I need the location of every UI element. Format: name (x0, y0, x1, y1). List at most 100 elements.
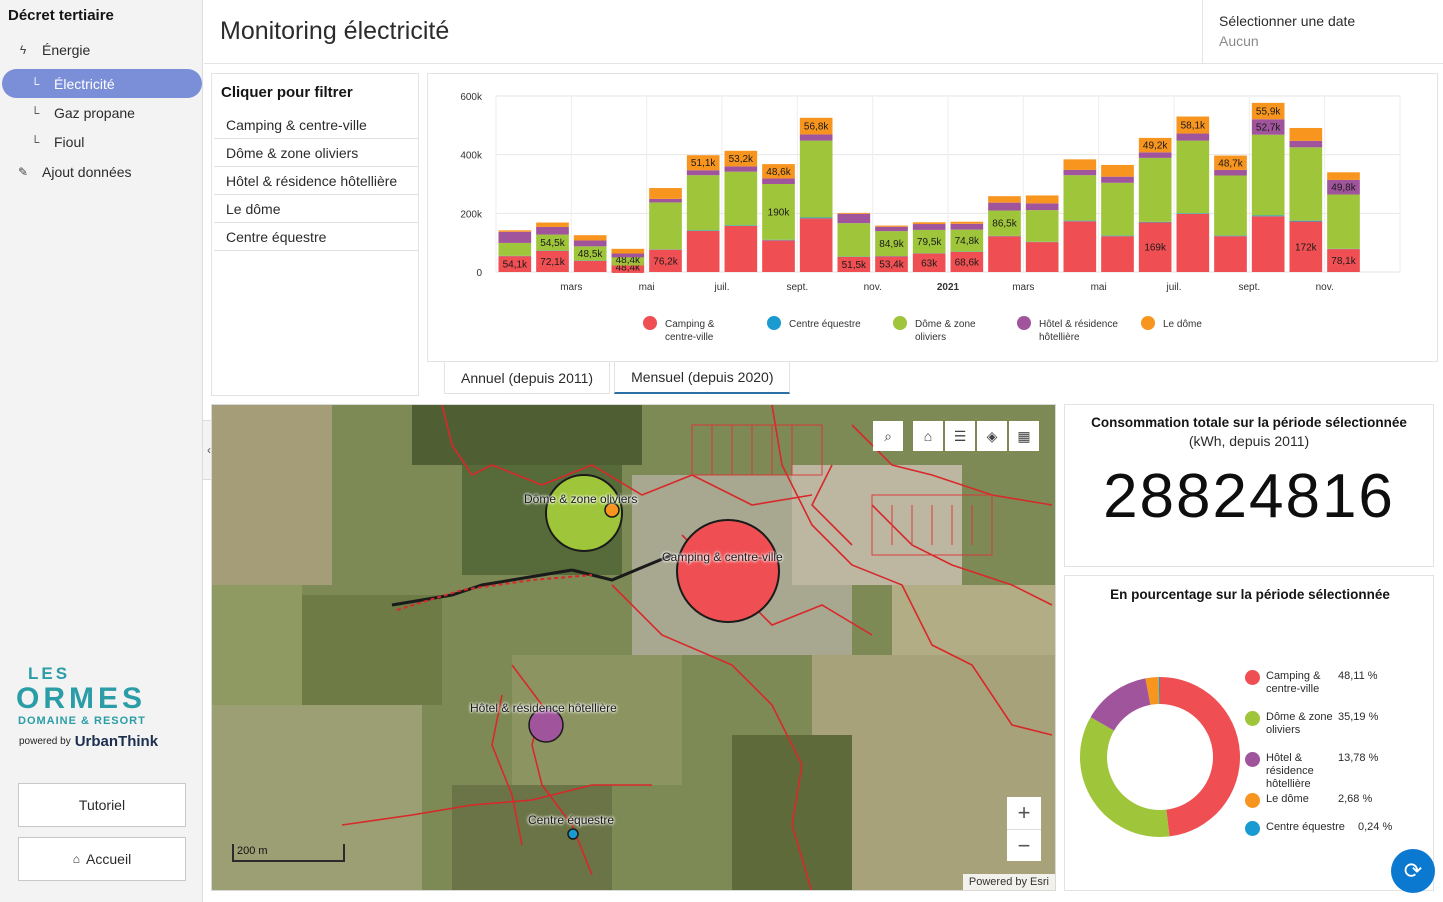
sub-item-icon: └ (30, 134, 40, 149)
bar-segment-hotel (1101, 176, 1134, 183)
map-point-equestre (567, 828, 579, 840)
refresh-button[interactable]: ⟳ (1391, 849, 1435, 893)
bar-segment-hotel (498, 231, 532, 243)
bar-segment-le-dome (837, 212, 871, 214)
filter-item-dome-oliviers[interactable]: Dôme & zone oliviers (214, 139, 418, 167)
tutorial-button[interactable]: Tutoriel (18, 783, 186, 827)
pie-legend-item[interactable]: Hôtel & résidence hôtellière 13,78 % (1245, 752, 1425, 791)
logo-line2: ORMES (16, 682, 147, 715)
data-label-bg (536, 235, 569, 249)
donut-slice-equestre[interactable] (1158, 677, 1160, 705)
bar-segment-dome-oliviers (1025, 210, 1059, 242)
data-label: 63k (921, 258, 938, 269)
legend-list-icon[interactable]: ☰ (945, 421, 975, 451)
map-point-hotel (528, 707, 564, 743)
layers-icon[interactable]: ◈ (977, 421, 1007, 451)
date-label: Sélectionner une date (1219, 13, 1356, 29)
filter-title: Cliquer pour filtrer (221, 84, 353, 101)
data-label-bg (536, 254, 569, 268)
data-label: 68,6k (955, 257, 980, 268)
bar-segment-dome-oliviers (1327, 194, 1360, 249)
bar-segment-camping (1251, 216, 1285, 272)
bar-segment-hotel (536, 226, 569, 235)
bar-segment-dome-oliviers (837, 223, 871, 257)
pie-legend-item[interactable]: Camping & centre-ville 48,11 % (1245, 670, 1425, 696)
sub-item-icon: └ (30, 105, 40, 120)
bar-segment-hotel (1176, 133, 1210, 141)
pie-legend-label: Dôme & zone oliviers (1266, 711, 1333, 736)
filter-item-equestre[interactable]: Centre équestre (214, 223, 418, 251)
filter-item-hotel[interactable]: Hôtel & résidence hôtellière (214, 167, 418, 195)
data-label: 86,5k (992, 219, 1017, 230)
donut-slice-dome-oliviers[interactable] (1080, 717, 1170, 837)
nav-electricite[interactable]: └ Électricité (2, 69, 202, 98)
legend-label: Hôtel & résidence (1039, 319, 1118, 330)
bar-segment-dome-oliviers (724, 171, 758, 226)
data-label: 190k (768, 207, 791, 218)
legend-label: hôtellière (1039, 332, 1080, 343)
pie-legend-item[interactable]: Dôme & zone oliviers 35,19 % (1245, 711, 1425, 737)
map-point-le-dome (604, 502, 620, 518)
page-title: Monitoring électricité (220, 17, 450, 45)
search-icon[interactable]: ⌕ (873, 421, 903, 451)
data-label: 53,4k (879, 260, 904, 271)
pie-legend-item[interactable]: Le dôme 2,68 % (1245, 793, 1425, 808)
nav-fioul[interactable]: └ Fioul (2, 127, 202, 156)
bar-segment-hotel (950, 223, 984, 230)
data-label-bg (1139, 138, 1172, 152)
legend-label: Centre équestre (789, 319, 861, 330)
date-selector[interactable]: Sélectionner une date Aucun (1202, 0, 1443, 64)
nav-gaz-propane[interactable]: └ Gaz propane (2, 98, 202, 127)
filter-panel: Cliquer pour filtrer Camping & centre-vi… (211, 73, 419, 396)
legend-swatch (767, 316, 781, 330)
tab-annuel[interactable]: Annuel (depuis 2011) (444, 362, 611, 394)
nav-label: Énergie (42, 41, 91, 58)
bar-segment-dome-oliviers (1251, 134, 1285, 216)
y-tick-label: 0 (476, 268, 482, 279)
date-value: Aucun (1219, 33, 1259, 49)
pie-title: En pourcentage sur la période sélectionn… (1110, 587, 1390, 602)
home-icon[interactable]: ⌂ (913, 421, 943, 451)
bar-segment-dome-oliviers (1101, 182, 1134, 236)
data-label: 48,5k (578, 249, 603, 260)
donut-slice-le-dome[interactable] (1145, 677, 1160, 705)
data-label-bg (498, 257, 531, 271)
tutorial-label: Tutoriel (78, 797, 126, 813)
bar-segment-le-dome (950, 221, 984, 224)
x-tick-label: mars (560, 282, 582, 293)
x-tick-label: sept. (786, 282, 808, 293)
basemap-gallery-icon[interactable]: ▦ (1009, 421, 1039, 451)
bar-segment-equestre (1214, 235, 1247, 237)
bar-segment-dome-oliviers (649, 202, 682, 250)
bar-segment-dome-oliviers (799, 140, 833, 218)
map-view[interactable]: ⌕ ⌂ ☰ ◈ ▦ Dôme & zone oliviers Camping &… (211, 404, 1056, 891)
nav-label: Électricité (54, 75, 115, 92)
donut-slice-camping[interactable] (1160, 677, 1241, 837)
bar-segment-equestre (724, 225, 758, 226)
filter-item-le-dome[interactable]: Le dôme (214, 195, 418, 223)
nav-ajout-donnees[interactable]: ✎ Ajout données (2, 157, 202, 186)
bar-segment-hotel (1063, 169, 1097, 176)
pie-legend-item[interactable]: Centre équestre 0,24 % (1245, 821, 1425, 836)
bar-segment-equestre (799, 217, 833, 219)
bar-segment-hotel (1138, 152, 1172, 158)
x-tick-label: juil. (1165, 282, 1181, 293)
data-label-bg (950, 233, 983, 247)
donut-slice-hotel[interactable] (1090, 678, 1151, 731)
home-button[interactable]: ⌂ Accueil (18, 837, 186, 881)
bar-segment-camping (799, 218, 833, 272)
data-label: 49,8k (1331, 183, 1356, 194)
header: Monitoring électricité Sélectionner une … (204, 0, 1443, 64)
nav-energie[interactable]: ϟ Énergie (2, 35, 202, 64)
bar-segment-le-dome (1063, 159, 1097, 170)
data-label: 78,1k (1331, 256, 1356, 267)
zoom-in-button[interactable]: + (1017, 800, 1031, 825)
lightning-icon: ϟ (19, 42, 27, 57)
bar-segment-equestre (1289, 220, 1323, 222)
zoom-out-button[interactable]: − (1007, 829, 1041, 861)
data-label-bg (1214, 155, 1247, 169)
filter-item-camping[interactable]: Camping & centre-ville (214, 111, 418, 139)
pie-legend-label: Centre équestre (1266, 821, 1345, 833)
tab-mensuel[interactable]: Mensuel (depuis 2020) (614, 362, 791, 394)
data-label-bg (837, 257, 870, 271)
